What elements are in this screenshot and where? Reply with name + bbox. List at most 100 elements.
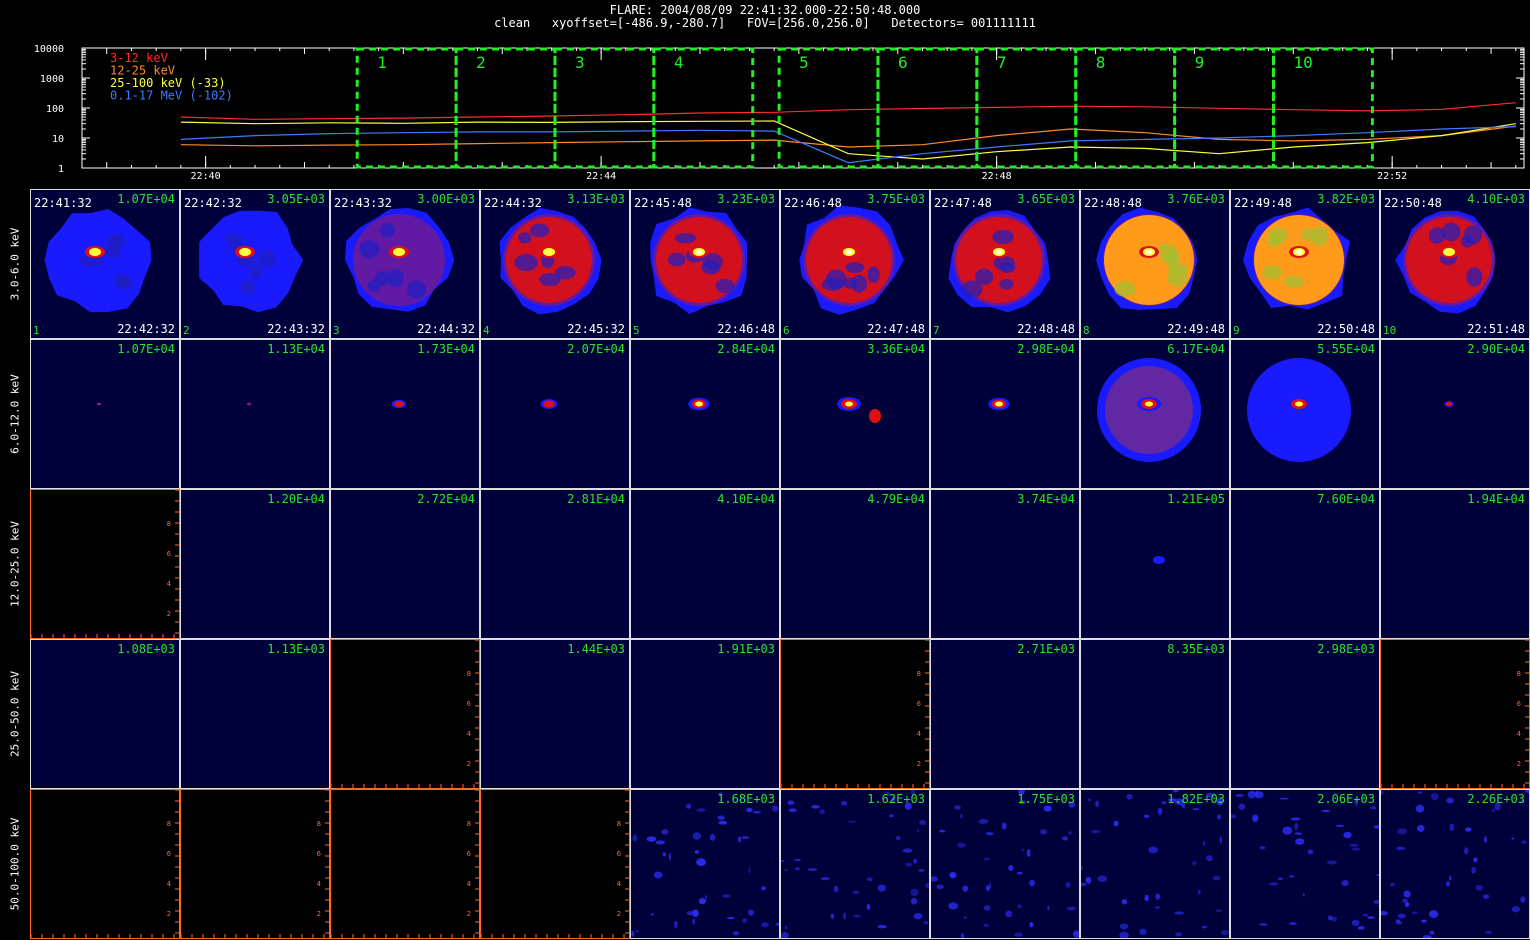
image-end-time: 22:49:48 [1167,322,1225,336]
noise-speckle [1231,814,1237,819]
noise-speckle [1008,865,1014,871]
image-max-value: 2.98E+03 [1317,642,1375,656]
noise-speckle [1157,807,1163,816]
image-cell: 1.91E+03 [630,639,780,789]
image-end-time: 22:46:48 [717,322,775,336]
noise-speckle [704,895,707,900]
image-canvas [1381,490,1530,639]
image-end-time: 22:47:48 [867,322,925,336]
noise-speckle [1088,798,1091,802]
noise-speckle [1521,840,1527,845]
noise-speckle [1238,803,1246,810]
image-cell: 3.13E+03 22:44:32 22:45:32 4 [480,189,630,339]
disk-patch [1460,235,1474,248]
image-canvas [1081,790,1229,938]
noise-speckle [771,805,779,812]
x-tick-label: 22:52 [1377,171,1407,180]
noise-speckle [1081,882,1088,887]
noise-speckle [1181,803,1186,809]
image-cell: 1.75E+03 [930,789,1080,939]
noise-speckle [1067,831,1073,835]
image-max-value: 2.26E+03 [1467,792,1525,806]
source-peak [89,248,101,256]
disk-patch [1114,280,1136,297]
solar-disk-bright [1254,215,1344,305]
image-cell: 2 4 6 8 [30,489,180,639]
noise-speckle [1294,832,1302,836]
noise-speckle [1354,798,1358,806]
noise-speckle [918,869,925,872]
image-max-value: 1.13E+03 [267,642,325,656]
image-index: 7 [933,324,940,337]
image-canvas [1395,210,1495,314]
image-max-value: 1.94E+04 [1467,492,1525,506]
noise-speckle [794,867,801,871]
noise-speckle [1021,848,1024,852]
image-end-time: 22:50:48 [1317,322,1375,336]
image-max-value: 2.07E+04 [567,342,625,356]
noise-speckle [931,876,939,882]
noise-speckle [686,803,692,809]
noise-speckle [1397,913,1406,919]
blank-axis-label: 4 [917,730,921,738]
noise-speckle [646,836,657,842]
image-end-time: 22:48:48 [1017,322,1075,336]
disk-patch [701,260,721,275]
image-cell: 1.08E+03 [30,639,180,789]
noise-speckle [891,796,896,803]
noise-speckle [748,866,751,874]
interval-label: 3 [575,53,585,72]
solar-disk-mid [353,214,445,306]
blank-axis-label: 2 [167,910,171,918]
noise-speckle [748,909,754,916]
noise-speckle [1174,911,1184,915]
image-index: 3 [333,324,340,337]
image-cell: 1.07E+04 [30,339,180,489]
image-index: 9 [1233,324,1240,337]
image-index: 4 [483,324,490,337]
image-cell: 7.60E+04 [1230,489,1380,639]
image-max-value: 1.20E+04 [267,492,325,506]
image-start-time: 22:42:32 [184,196,242,210]
noise-speckle [1430,793,1439,801]
noise-speckle [1090,829,1101,834]
disk-patch [668,252,686,267]
noise-speckle [632,834,638,842]
image-canvas [631,791,779,937]
source-peak [239,248,251,256]
noise-speckle [1119,931,1129,938]
noise-speckle [1175,932,1182,937]
image-max-value: 3.00E+03 [417,192,475,206]
image-max-value: 2.72E+04 [417,492,475,506]
noise-speckle [913,913,923,920]
noise-speckle [692,909,699,918]
disk-patch [374,271,392,286]
noise-speckle [1065,881,1071,888]
energy-band-label: 3.0-6.0 keV [8,227,22,301]
noise-speckle [1302,893,1305,897]
noise-speckle [1376,874,1379,877]
image-canvas [1231,490,1380,639]
disk-patch [539,272,561,287]
noise-speckle [1289,922,1297,925]
source-peak [393,248,405,256]
noise-speckle [1327,915,1333,921]
image-cell: 2.71E+03 [930,639,1080,789]
image-canvas [1444,401,1454,407]
noise-speckle [709,833,716,841]
source-core [97,403,101,405]
disk-patch [224,232,245,244]
image-max-value: 1.62E+03 [867,792,925,806]
image-max-value: 1.44E+03 [567,642,625,656]
noise-speckle [1332,916,1338,922]
noise-speckle [1367,916,1375,919]
image-canvas [1097,358,1201,462]
noise-speckle [1471,866,1476,874]
image-canvas: 2 4 6 8 [331,790,479,938]
image-cell: 2 4 6 8 [780,639,930,789]
image-max-value: 2.90E+04 [1467,342,1525,356]
noise-speckle [1155,893,1160,900]
noise-speckle [1172,790,1179,793]
noise-speckle [1411,911,1418,915]
noise-speckle [655,840,666,845]
